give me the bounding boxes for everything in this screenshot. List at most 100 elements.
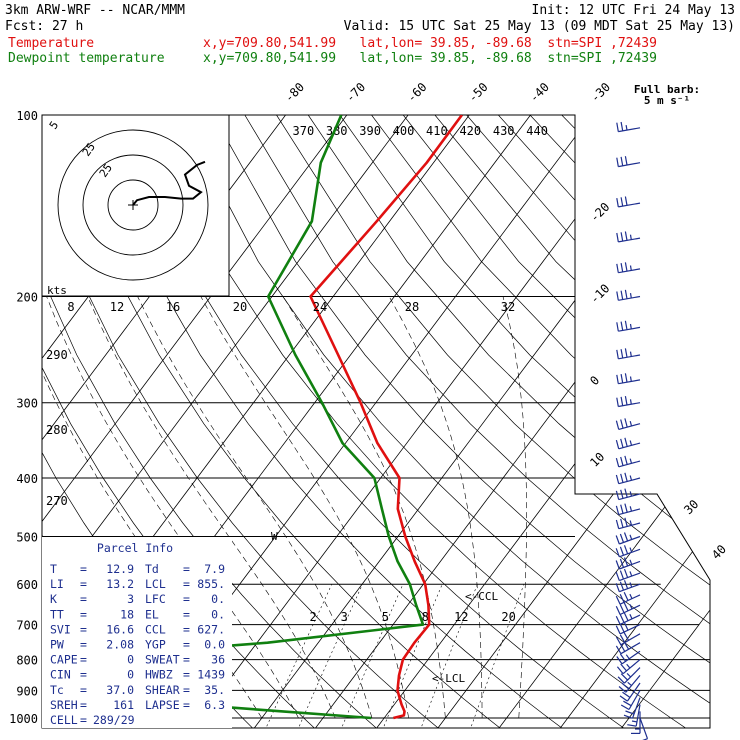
- wind-barb: [615, 418, 641, 430]
- parcel-key: HWBZ: [145, 668, 173, 682]
- wind-barb: [627, 704, 641, 727]
- temperature-profile-line: [309, 115, 463, 720]
- parcel-key: LFC: [145, 592, 166, 606]
- barb-half-flag: [629, 593, 633, 599]
- barb-flag: [615, 583, 620, 592]
- barb-flag: [624, 373, 628, 383]
- barb-flag: [620, 121, 624, 131]
- parcel-key: CELL: [50, 713, 78, 727]
- mixing-ratio-line: [297, 584, 363, 728]
- theta-label: 400: [393, 124, 415, 138]
- parcel-key: SREH: [50, 698, 78, 712]
- parcel-value: 7.9: [204, 562, 225, 576]
- dry-adiabat-line: [117, 115, 628, 728]
- dry-adiabat-line: [54, 115, 504, 728]
- parcel-key: YGP: [145, 638, 166, 652]
- barb-flag: [615, 457, 620, 467]
- wind-barb: [615, 488, 641, 501]
- barb-flag: [620, 704, 630, 711]
- theta-label: 370: [293, 124, 315, 138]
- wind-barbs: [615, 121, 649, 740]
- barb-half-flag: [629, 534, 633, 540]
- barb-flag: [624, 320, 628, 330]
- barb-shaft: [618, 268, 641, 274]
- dry-adiabat-line: [149, 115, 690, 728]
- barb-shaft: [618, 477, 641, 485]
- parcel-key: K: [50, 592, 57, 606]
- barb-half-flag: [629, 376, 632, 382]
- barb-half-flag: [629, 323, 632, 329]
- barb-flag: [616, 374, 619, 384]
- parcel-eq: =: [80, 562, 87, 576]
- barb-flag: [615, 439, 620, 449]
- barb-shaft: [619, 594, 641, 605]
- wind-barb: [616, 373, 641, 385]
- parcel-eq: =: [183, 638, 190, 652]
- parcel-eq: =: [80, 607, 87, 621]
- hodograph-axis-label: 24: [313, 300, 327, 314]
- hodograph-axis-label: 16: [166, 300, 180, 314]
- barb-flag: [620, 673, 629, 681]
- parcel-key: CIN: [50, 668, 71, 682]
- mixing-ratio-label: 12: [454, 610, 468, 624]
- pressure-tick-label: 900: [16, 684, 38, 698]
- dry-adiabat-line: [85, 115, 566, 728]
- barb-flag: [623, 557, 629, 567]
- barb-half-flag: [629, 604, 633, 610]
- barb-flag: [624, 503, 628, 513]
- wind-barb: [615, 455, 641, 468]
- barb-flag: [624, 517, 628, 527]
- parcel-value: 0.: [211, 607, 225, 621]
- parcel-key: SVI: [50, 622, 71, 636]
- parcel-eq: =: [80, 622, 87, 636]
- wind-barb: [617, 667, 641, 684]
- barb-shaft: [619, 535, 641, 545]
- barb-flag: [620, 456, 624, 466]
- parcel-key: Td: [145, 562, 159, 576]
- pressure-tick-label: 700: [16, 619, 38, 633]
- dry-adiabat-line: [276, 115, 710, 728]
- barb-flag: [615, 519, 620, 529]
- barb-flag: [624, 437, 628, 447]
- barb-shaft: [619, 548, 641, 558]
- barb-half-flag: [629, 293, 632, 299]
- barb-flag: [624, 289, 628, 299]
- barb-half-flag: [631, 720, 638, 723]
- isotherm-line: [42, 115, 348, 728]
- dewpoint-legend-label: Dewpoint temperature: [8, 51, 165, 66]
- barb-half-flag: [629, 547, 633, 553]
- wind-barb: [615, 632, 641, 646]
- barb-flag: [619, 570, 625, 580]
- barb-flag: [623, 714, 633, 719]
- mixing-ratio-line: [419, 584, 478, 728]
- plot-frame: [41, 114, 711, 729]
- wind-barb: [615, 557, 641, 570]
- wind-barb: [615, 545, 641, 558]
- mixing-ratio-label: 5: [382, 610, 389, 624]
- barb-flag: [615, 636, 622, 646]
- parcel-value: 0.: [211, 592, 225, 606]
- hodograph-axis-label: 12: [110, 300, 124, 314]
- barb-flag: [620, 489, 624, 499]
- barb-shaft: [619, 560, 641, 570]
- barb-flag: [623, 700, 632, 707]
- barb-flag: [615, 420, 620, 430]
- barb-flag: [624, 395, 628, 406]
- dry-adiabat-line: [181, 115, 710, 728]
- parcel-eq: =: [183, 592, 190, 606]
- hodograph-axis-label: 32: [501, 300, 515, 314]
- barb-shaft: [618, 423, 641, 430]
- barb-flag: [619, 533, 625, 543]
- wind-barb: [620, 690, 641, 711]
- isotherm-line: [557, 115, 710, 728]
- barb-half-flag: [629, 614, 633, 620]
- barb-shaft: [631, 697, 641, 719]
- barb-half-flag: [629, 491, 633, 497]
- parcel-value: 0.0: [204, 638, 225, 652]
- barb-shaft: [618, 460, 641, 468]
- barb-flag: [616, 232, 619, 242]
- parcel-eq: =: [183, 607, 190, 621]
- barb-half-flag: [625, 124, 628, 131]
- barb-flag: [624, 196, 628, 206]
